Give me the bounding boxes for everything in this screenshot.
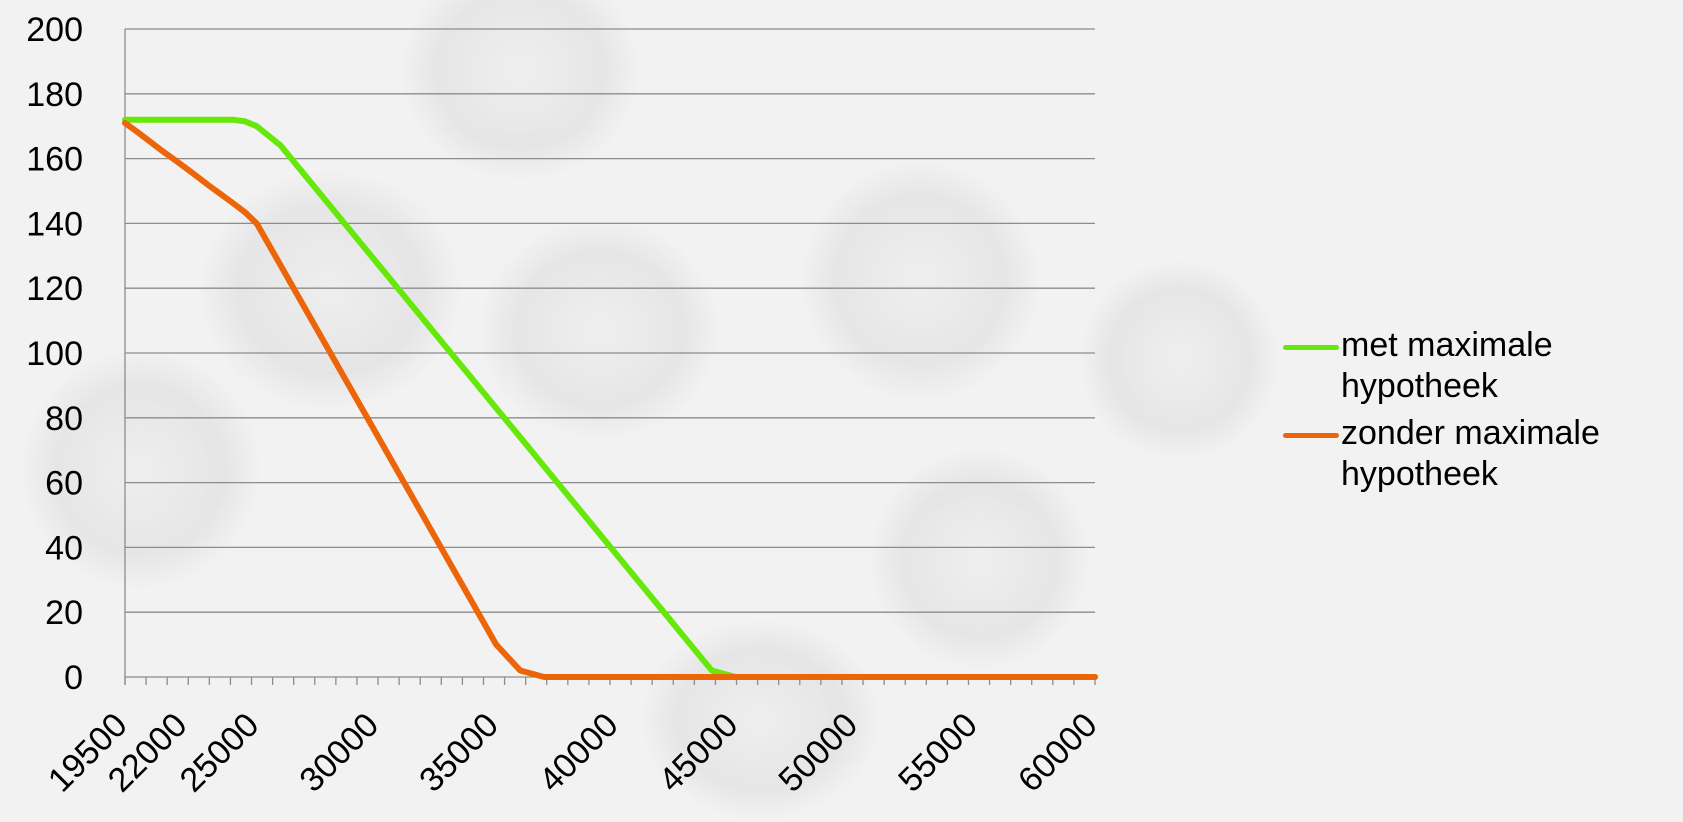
x-tick-label-50000: 50000 (771, 706, 865, 800)
y-tick-label-200: 200 (26, 11, 83, 49)
y-tick-labels: 0 20 40 60 80 100 120 140 160 180 200 (26, 11, 83, 697)
y-tick-label-40: 40 (45, 529, 83, 567)
y-tick-label-100: 100 (26, 335, 83, 373)
y-tick-label-180: 180 (26, 76, 83, 114)
axes (124, 29, 1096, 685)
legend-label-zonder: zonder maximale hypotheek (1341, 414, 1600, 493)
legend: met maximale hypotheek zonder maximale h… (1283, 325, 1678, 501)
legend-label-met: met maximale hypotheek (1341, 326, 1553, 405)
legend-swatch-zonder (1283, 433, 1339, 438)
y-tick-label-60: 60 (45, 465, 83, 503)
y-tick-label-20: 20 (45, 594, 83, 632)
x-tick-label-40000: 40000 (532, 706, 626, 800)
x-tick-label-35000: 35000 (412, 706, 506, 800)
legend-item-zonder: zonder maximale hypotheek (1283, 413, 1678, 495)
gridlines (125, 28, 1095, 613)
x-tick-label-60000: 60000 (1011, 706, 1105, 800)
x-tick-label-45000: 45000 (652, 706, 746, 800)
legend-item-met: met maximale hypotheek (1283, 325, 1678, 407)
x-tick-label-30000: 30000 (292, 706, 386, 800)
x-tick-label-25000: 25000 (173, 706, 267, 800)
x-tick-label-55000: 55000 (891, 706, 985, 800)
series-lines (122, 116, 1098, 680)
y-tick-label-160: 160 (26, 141, 83, 179)
y-tick-label-120: 120 (26, 270, 83, 308)
y-tick-label-0: 0 (64, 659, 83, 697)
y-tick-label-140: 140 (26, 205, 83, 243)
series-line-zonder-maximale-hypotheek (122, 120, 1098, 680)
y-tick-label-80: 80 (45, 400, 83, 438)
legend-swatch-met (1283, 345, 1339, 350)
series-line-met-maximale-hypotheek (122, 116, 1098, 680)
